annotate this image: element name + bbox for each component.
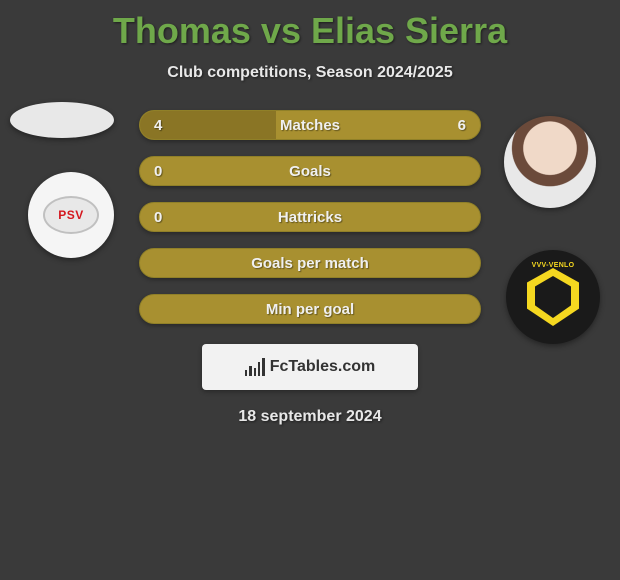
stat-label: Min per goal — [266, 301, 354, 318]
vvv-badge-icon: VVV-VENLO — [518, 262, 588, 332]
source-logo: FcTables.com — [202, 344, 418, 390]
vvv-badge-text: VVV-VENLO — [518, 262, 588, 269]
stat-label: Matches — [280, 117, 340, 134]
psv-badge-icon: PSV — [43, 196, 99, 234]
stat-label: Goals per match — [251, 255, 369, 272]
subtitle: Club competitions, Season 2024/2025 — [0, 64, 620, 82]
date-text: 18 september 2024 — [0, 408, 620, 426]
stat-bar-goals-per-match: Goals per match — [139, 248, 481, 278]
stat-bar-min-per-goal: Min per goal — [139, 294, 481, 324]
stat-left-value: 4 — [154, 117, 162, 134]
page-title: Thomas vs Elias Sierra — [0, 0, 620, 52]
player-left-avatar — [10, 102, 114, 138]
stat-label: Goals — [289, 163, 331, 180]
stat-label: Hattricks — [278, 209, 342, 226]
player-right-club-badge: VVV-VENLO — [506, 250, 600, 344]
stat-left-value: 0 — [154, 163, 162, 180]
bar-chart-icon — [245, 358, 265, 376]
stat-bar-goals: 0 Goals — [139, 156, 481, 186]
stat-right-value: 6 — [458, 117, 466, 134]
comparison-panel: PSV VVV-VENLO 4 Matches 6 0 Goals 0 Hatt… — [0, 110, 620, 426]
player-right-avatar — [504, 116, 596, 208]
player-left-club-badge: PSV — [28, 172, 114, 258]
stat-bar-hattricks: 0 Hattricks — [139, 202, 481, 232]
stat-bar-matches: 4 Matches 6 — [139, 110, 481, 140]
stat-bars: 4 Matches 6 0 Goals 0 Hattricks Goals pe… — [139, 110, 481, 324]
source-logo-text: FcTables.com — [270, 358, 376, 376]
stat-left-value: 0 — [154, 209, 162, 226]
